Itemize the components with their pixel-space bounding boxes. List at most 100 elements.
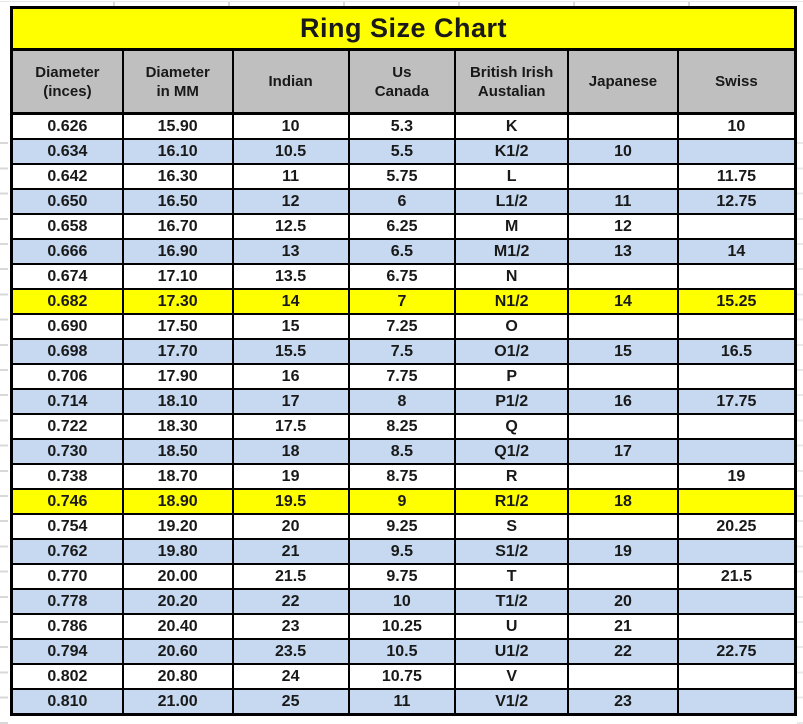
table-cell: P [454, 363, 570, 390]
table-cell: 23 [567, 688, 679, 716]
table-row: 0.754 19.20 20 9.25 S 20.25 [10, 513, 797, 540]
table-cell: L [454, 163, 570, 190]
column-header: Indian [231, 48, 350, 115]
table-cell: 12 [231, 188, 350, 215]
table-cell: 0.802 [10, 663, 124, 690]
table-cell: 6.5 [347, 238, 457, 265]
table-row: 0.650 16.50 12 6 L1/2 11 12.75 [10, 188, 797, 215]
table-cell: 10 [347, 588, 457, 615]
table-cell: 0.714 [10, 388, 124, 415]
title-row: Ring Size Chart [10, 6, 797, 51]
table-cell: 17.5 [231, 413, 350, 440]
column-header: Japanese [567, 48, 679, 115]
table-cell: 18 [231, 438, 350, 465]
table-cell [676, 538, 797, 565]
table-cell: 0.706 [10, 363, 124, 390]
table-cell: 21.00 [121, 688, 234, 716]
table-row: 0.810 21.00 25 11 V1/2 23 [10, 688, 797, 716]
table-cell: 16.70 [121, 213, 234, 240]
column-header: British Irish Austalian [454, 48, 570, 115]
table-cell: 8.75 [347, 463, 457, 490]
table-cell: 15 [231, 313, 350, 340]
table-cell: 9.5 [347, 538, 457, 565]
table-cell: 15.5 [231, 338, 350, 365]
table-cell: 20.60 [121, 638, 234, 665]
table-row: 0.730 18.50 18 8.5 Q1/2 17 [10, 438, 797, 465]
table-cell: 11 [231, 163, 350, 190]
table-cell [676, 488, 797, 515]
table-row: 0.794 20.60 23.5 10.5 U1/2 22 22.75 [10, 638, 797, 665]
table-row: 0.770 20.00 21.5 9.75 T 21.5 [10, 563, 797, 590]
table-cell: 7 [347, 288, 457, 315]
table-cell [567, 413, 679, 440]
table-cell: 17.75 [676, 388, 797, 415]
table-cell: 7.5 [347, 338, 457, 365]
table-cell [676, 313, 797, 340]
table-cell: 9.25 [347, 513, 457, 540]
table-cell: 0.730 [10, 438, 124, 465]
table-cell [567, 663, 679, 690]
table-cell: M [454, 213, 570, 240]
table-cell: 16.50 [121, 188, 234, 215]
table-cell: 16 [231, 363, 350, 390]
table-cell: 6 [347, 188, 457, 215]
table-cell: 17 [567, 438, 679, 465]
table-cell: 24 [231, 663, 350, 690]
table-row: 0.802 20.80 24 10.75 V [10, 663, 797, 690]
table-cell: 9 [347, 488, 457, 515]
table-cell: 19.5 [231, 488, 350, 515]
table-row: 0.642 16.30 11 5.75 L 11.75 [10, 163, 797, 190]
table-row: 0.682 17.30 14 7 N1/2 14 15.25 [10, 288, 797, 315]
table-cell: 25 [231, 688, 350, 716]
table-cell [567, 513, 679, 540]
right-gridline-stubs [797, 119, 803, 724]
table-body: 0.626 15.90 10 5.3 K 10 0.634 16.10 10.5 5.5 K1/2 1… [10, 112, 797, 716]
table-cell: 13.5 [231, 263, 350, 290]
table-cell: N1/2 [454, 288, 570, 315]
table-cell: 0.634 [10, 138, 124, 165]
table-cell [567, 263, 679, 290]
table-cell: 11.75 [676, 163, 797, 190]
table-cell: 21 [231, 538, 350, 565]
table-cell: 16 [567, 388, 679, 415]
table-row: 0.666 16.90 13 6.5 M1/2 13 14 [10, 238, 797, 265]
table-cell: 0.666 [10, 238, 124, 265]
column-header: Diameter in MM [121, 48, 234, 115]
table-cell: 0.738 [10, 463, 124, 490]
table-cell: 5.3 [347, 112, 457, 140]
table-cell: 7.25 [347, 313, 457, 340]
table-cell [567, 313, 679, 340]
table-row: 0.746 18.90 19.5 9 R1/2 18 [10, 488, 797, 515]
table-cell: 22.75 [676, 638, 797, 665]
table-cell: S [454, 513, 570, 540]
table-cell: 0.778 [10, 588, 124, 615]
table-cell: 17.30 [121, 288, 234, 315]
table-cell: 9.75 [347, 563, 457, 590]
table-cell [567, 112, 679, 140]
table-cell: 17.90 [121, 363, 234, 390]
table-cell: P1/2 [454, 388, 570, 415]
header-row: Diameter (inces) Diameter in MM Indian Us Cana… [10, 48, 797, 115]
table-cell: 0.786 [10, 613, 124, 640]
column-header: Us Canada [347, 48, 457, 115]
table-cell: 20 [231, 513, 350, 540]
table-cell: 0.626 [10, 112, 124, 140]
table-cell: 10.5 [347, 638, 457, 665]
table-cell: 10.5 [231, 138, 350, 165]
table-cell: 8.5 [347, 438, 457, 465]
top-gridline-stubs [0, 1, 803, 7]
table-cell: 22 [231, 588, 350, 615]
table-cell: 12 [567, 213, 679, 240]
table-cell: 16.5 [676, 338, 797, 365]
table-cell [567, 563, 679, 590]
table-cell: 20.25 [676, 513, 797, 540]
table-cell [676, 613, 797, 640]
table-cell: 18.70 [121, 463, 234, 490]
table-cell: 0.762 [10, 538, 124, 565]
table-cell: 0.690 [10, 313, 124, 340]
table-cell: 23.5 [231, 638, 350, 665]
table-cell: 5.75 [347, 163, 457, 190]
table-cell: U [454, 613, 570, 640]
table-cell: V1/2 [454, 688, 570, 716]
